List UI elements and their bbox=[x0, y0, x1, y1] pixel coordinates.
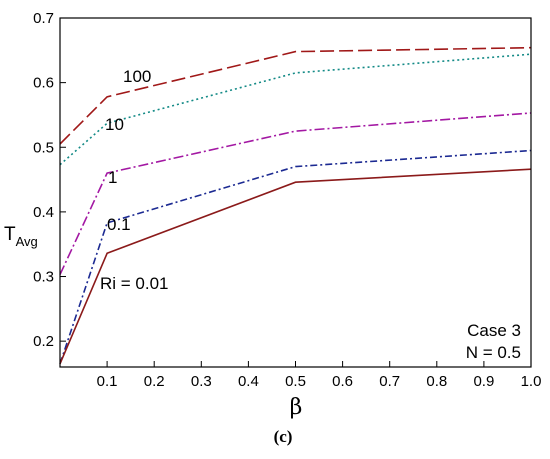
y-tick-label: 0.7 bbox=[33, 10, 54, 27]
x-tick-label: 0.6 bbox=[332, 373, 353, 390]
y-axis-title-main: T bbox=[4, 224, 16, 245]
curve-label-ri-0-01: Ri = 0.01 bbox=[100, 274, 169, 293]
curve-label-100: 100 bbox=[123, 67, 151, 86]
y-tick-label: 0.3 bbox=[33, 269, 54, 286]
x-tick-label: 0.3 bbox=[191, 373, 212, 390]
series-line-1 bbox=[59, 53, 532, 166]
series-line-4 bbox=[59, 168, 532, 365]
curve-label-0-1: 0.1 bbox=[107, 215, 131, 234]
series-line-3 bbox=[59, 149, 532, 365]
y-axis-title: TAvg bbox=[4, 224, 38, 249]
x-tick-label: 0.5 bbox=[285, 373, 306, 390]
x-tick-label: 1.0 bbox=[521, 373, 542, 390]
case-annotation: Case 3 bbox=[467, 321, 521, 340]
x-axis-title: β bbox=[290, 395, 303, 420]
y-axis-title-subscript: Avg bbox=[16, 234, 38, 249]
curve-label-10: 10 bbox=[105, 115, 124, 134]
x-tick-label: 0.1 bbox=[97, 373, 118, 390]
y-tick-label: 0.5 bbox=[33, 139, 54, 156]
x-tick-label: 0.8 bbox=[426, 373, 447, 390]
curve-label-1: 1 bbox=[108, 168, 117, 187]
y-tick-label: 0.6 bbox=[33, 75, 54, 92]
y-tick-label: 0.4 bbox=[33, 204, 54, 221]
x-tick-label: 0.2 bbox=[144, 373, 165, 390]
series-layer bbox=[59, 46, 532, 365]
ticks-layer: 0.1 0.2 0.3 0.4 0.5 0.6 0.7 0.8 0.9 1.0 0.2 0.3 0.4 0… bbox=[33, 10, 541, 390]
y-tick-label: 0.2 bbox=[33, 333, 54, 350]
figure-caption: (c) bbox=[274, 427, 293, 446]
x-tick-label: 0.9 bbox=[473, 373, 494, 390]
x-tick-label: 0.4 bbox=[238, 373, 259, 390]
series-line-0 bbox=[59, 46, 532, 145]
x-tick-label: 0.7 bbox=[379, 373, 400, 390]
series-line-2 bbox=[59, 112, 532, 275]
n-annotation: N = 0.5 bbox=[466, 343, 521, 362]
